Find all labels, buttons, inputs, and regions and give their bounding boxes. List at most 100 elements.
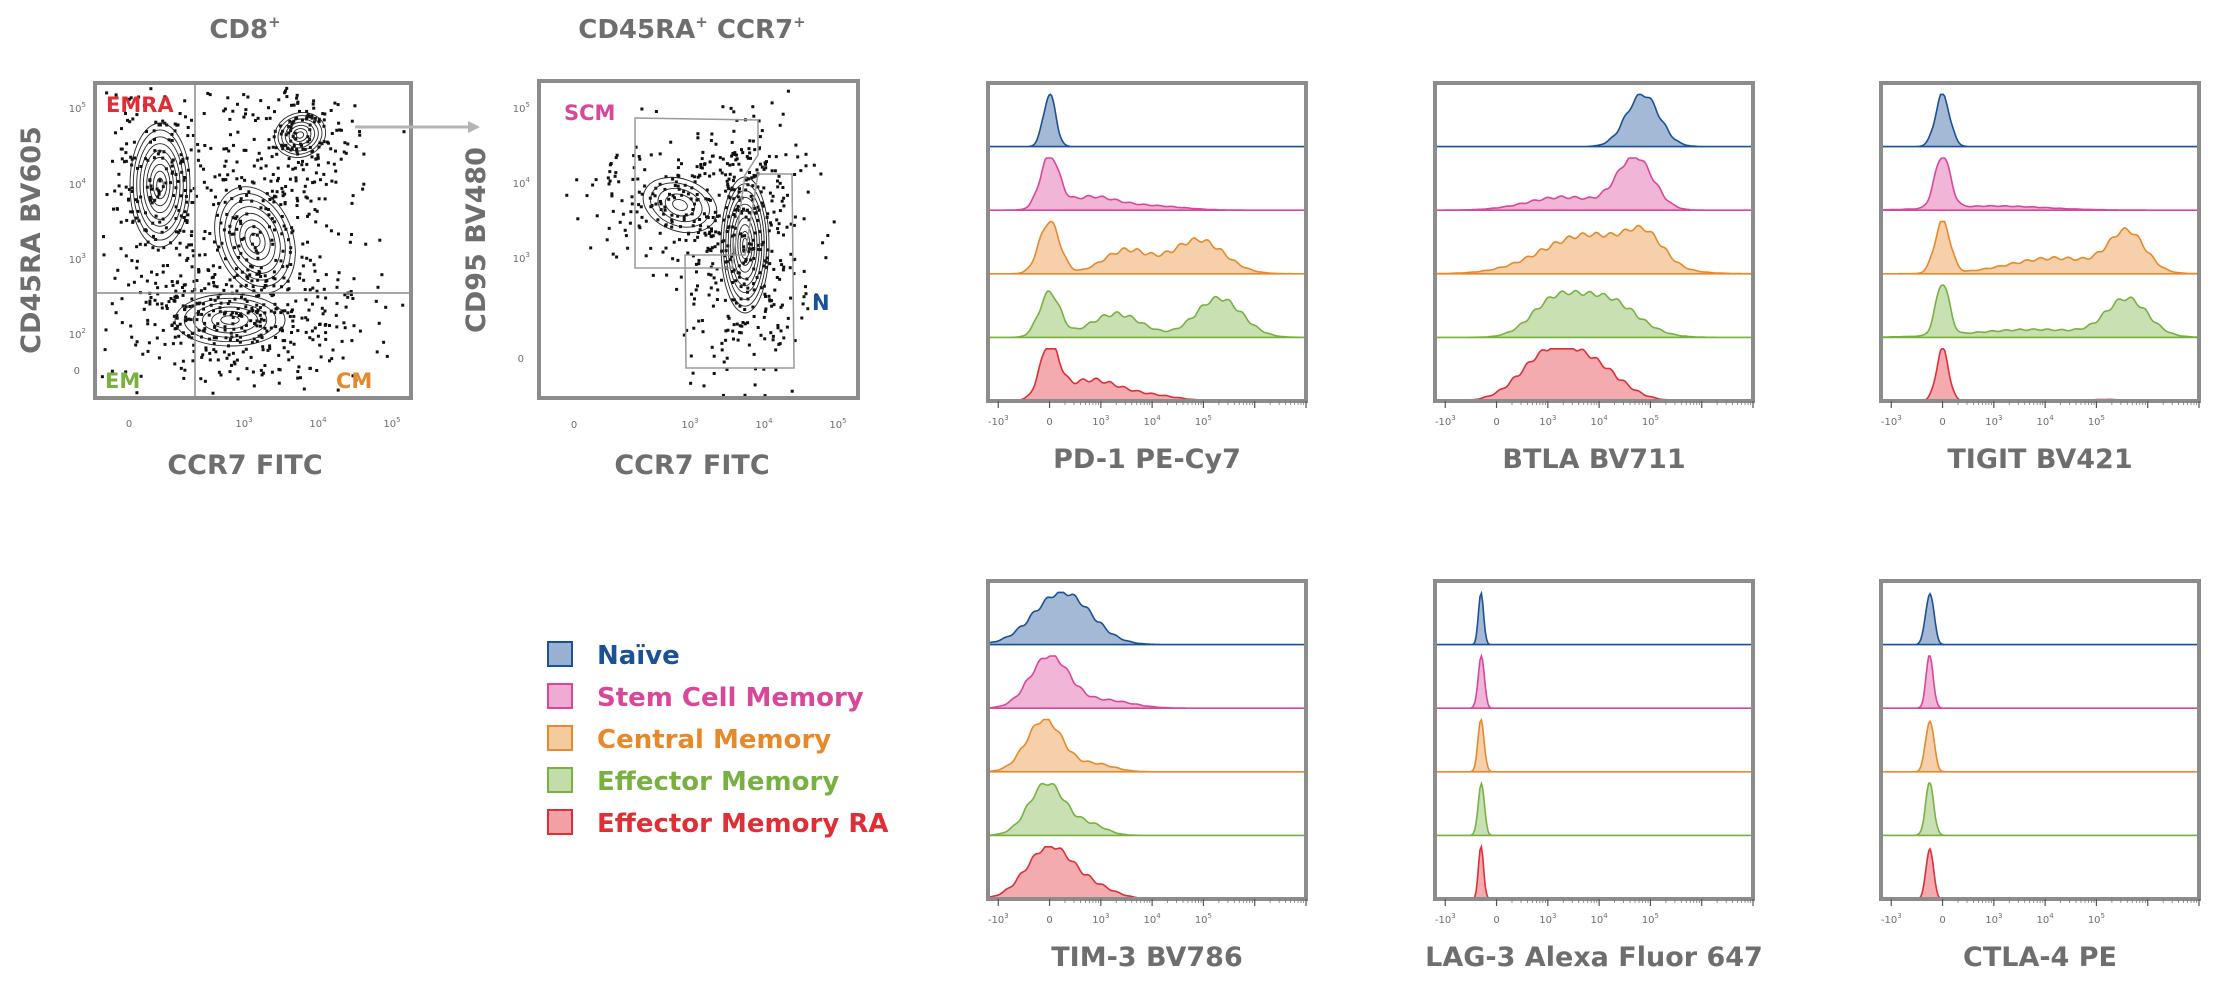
event-dot xyxy=(234,216,238,220)
event-dot xyxy=(120,127,123,131)
event-dot xyxy=(288,119,292,123)
event-dot xyxy=(134,216,138,220)
event-dot xyxy=(245,367,249,371)
event-dot xyxy=(254,249,258,253)
event-dot xyxy=(252,181,256,185)
event-dot xyxy=(237,255,241,259)
event-dot xyxy=(331,348,335,352)
event-dot xyxy=(735,207,739,211)
event-dot xyxy=(173,122,177,126)
event-dot xyxy=(701,150,705,154)
contour-ring xyxy=(136,136,184,234)
event-dot xyxy=(755,168,759,172)
event-dot xyxy=(740,234,744,238)
event-dot xyxy=(758,135,762,139)
event-dot xyxy=(342,150,346,154)
event-dot xyxy=(149,296,153,299)
plot1-y-axis-label: CD45RA BV605 xyxy=(16,126,47,354)
event-dot xyxy=(111,159,114,163)
event-dot xyxy=(229,313,233,317)
event-dot xyxy=(777,174,781,178)
event-dot xyxy=(717,193,721,197)
event-dot xyxy=(132,280,136,284)
event-dot xyxy=(233,297,237,301)
contour-ring xyxy=(739,230,751,260)
event-dot xyxy=(276,166,280,170)
event-dot xyxy=(752,288,756,292)
event-dot xyxy=(758,162,762,166)
event-dot xyxy=(248,273,252,277)
event-dot xyxy=(664,175,668,179)
event-dot xyxy=(374,299,378,303)
event-dot xyxy=(292,314,296,318)
event-dot xyxy=(209,298,213,301)
event-dot xyxy=(753,211,757,215)
event-dot xyxy=(607,226,611,230)
event-dot xyxy=(322,172,326,176)
event-dot xyxy=(335,301,339,305)
event-dot xyxy=(267,146,271,150)
event-dot xyxy=(261,345,265,349)
event-dot xyxy=(156,152,160,156)
event-dot xyxy=(727,215,731,219)
event-dot xyxy=(716,242,720,246)
event-dot xyxy=(296,329,300,333)
event-dot xyxy=(127,283,131,287)
histogram-xtick: 104 xyxy=(2037,414,2055,428)
event-dot xyxy=(680,162,683,166)
event-dot xyxy=(306,240,309,244)
event-dot xyxy=(674,180,678,184)
event-dot xyxy=(296,101,300,105)
event-dot xyxy=(675,287,679,291)
event-dot xyxy=(772,210,776,214)
event-dot xyxy=(213,240,216,244)
event-dot xyxy=(185,318,189,321)
event-dot xyxy=(280,186,284,190)
event-dot xyxy=(751,305,755,309)
event-dot xyxy=(139,165,143,168)
event-dot xyxy=(324,296,328,300)
event-dot xyxy=(307,308,311,312)
event-dot xyxy=(742,248,746,252)
event-dot xyxy=(691,254,695,258)
event-dot xyxy=(249,319,253,323)
event-dot xyxy=(778,209,782,213)
event-dot xyxy=(192,343,196,347)
event-dot xyxy=(696,284,699,288)
event-dot xyxy=(730,140,734,144)
event-dot xyxy=(144,229,148,233)
event-dot xyxy=(304,195,308,199)
plot2-frame xyxy=(537,79,860,400)
event-dot xyxy=(285,86,289,90)
event-dot xyxy=(174,217,178,220)
event-dot xyxy=(710,154,714,158)
event-dot xyxy=(314,220,318,224)
event-dot xyxy=(226,96,230,100)
event-dot xyxy=(152,129,156,133)
event-dot xyxy=(343,141,347,145)
event-dot xyxy=(177,209,181,212)
event-dot xyxy=(300,316,304,320)
event-dot xyxy=(272,200,276,204)
event-dot xyxy=(749,194,753,198)
event-dot xyxy=(794,143,798,147)
event-dot xyxy=(707,272,711,276)
contour-ring xyxy=(142,150,178,220)
histogram-panel: -103 0 103 104 105 LAG-3 Alexa Fluor 647 xyxy=(1425,579,1763,973)
histogram-series-naive xyxy=(1881,93,2199,148)
event-dot xyxy=(699,163,703,166)
event-dot xyxy=(176,123,180,127)
event-dot xyxy=(632,154,636,158)
contour-ring xyxy=(220,315,240,325)
event-dot xyxy=(617,180,621,184)
histogram-panel: -103 0 103 104 105 TIM-3 BV786 xyxy=(986,579,1308,973)
event-dot xyxy=(766,248,770,252)
event-dot xyxy=(758,146,761,150)
event-dot xyxy=(318,343,322,347)
event-dot xyxy=(113,276,117,280)
event-dot xyxy=(731,152,735,155)
event-dot xyxy=(291,120,295,124)
event-dot xyxy=(382,340,386,344)
event-dot xyxy=(806,190,810,194)
